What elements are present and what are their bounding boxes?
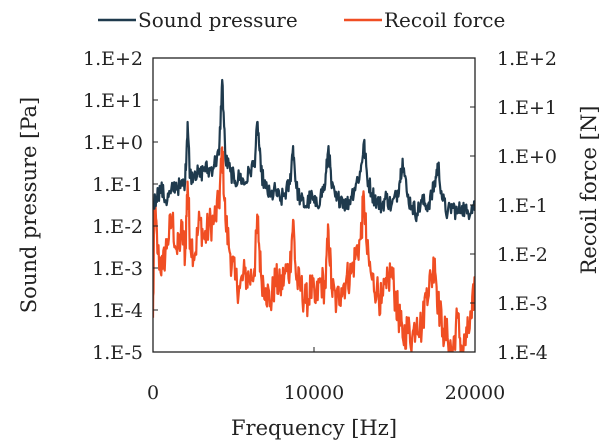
y-left-tick-label: 1.E+1 (83, 90, 143, 112)
y-left-tick-label: 1.E-4 (92, 300, 143, 322)
series-line-sound-pressure (153, 78, 475, 223)
y-left-tick-label: 1.E+2 (83, 48, 143, 70)
y-left-tick-label: 1.E-3 (92, 258, 143, 280)
legend-label-recoil-force: Recoil force (384, 8, 505, 32)
y-left-tick-label: 1.E-1 (92, 174, 143, 196)
x-tick-label: 20000 (445, 382, 505, 404)
y-axis-right-label: Recoil force [N] (577, 106, 601, 275)
series-layer (153, 78, 475, 352)
x-tick-label: 10000 (284, 382, 344, 404)
y-left-tick-label: 1.E-5 (92, 342, 143, 364)
series-line-recoil-force (153, 146, 475, 352)
right-axis: 1.E+2 1.E+1 1.E+0 1.E-1 1.E-2 1.E-3 1.E-4 (470, 48, 557, 364)
y-right-tick-label: 1.E-2 (497, 244, 548, 266)
y-left-tick-label: 1.E-2 (92, 216, 143, 238)
y-right-tick-label: 1.E+2 (497, 48, 557, 70)
legend-label-sound-pressure: Sound pressure (138, 8, 298, 32)
y-right-tick-label: 1.E-3 (497, 293, 548, 315)
y-right-tick-label: 1.E+0 (497, 146, 557, 168)
y-right-tick-label: 1.E-1 (497, 195, 548, 217)
x-axis-label: Frequency [Hz] (231, 416, 397, 440)
y-right-tick-label: 1.E-4 (497, 342, 548, 364)
y-left-tick-label: 1.E+0 (83, 132, 143, 154)
x-axis: 0 10000 20000 (147, 347, 505, 404)
left-axis: 1.E+2 1.E+1 1.E+0 1.E-1 1.E-2 1.E-3 1.E-4 1.E-5 (83, 48, 158, 364)
y-right-tick-label: 1.E+1 (497, 97, 557, 119)
legend: Sound pressure Recoil force (98, 8, 505, 32)
y-axis-left-label: Sound pressure [Pa] (17, 97, 41, 313)
x-tick-label: 0 (147, 382, 159, 404)
